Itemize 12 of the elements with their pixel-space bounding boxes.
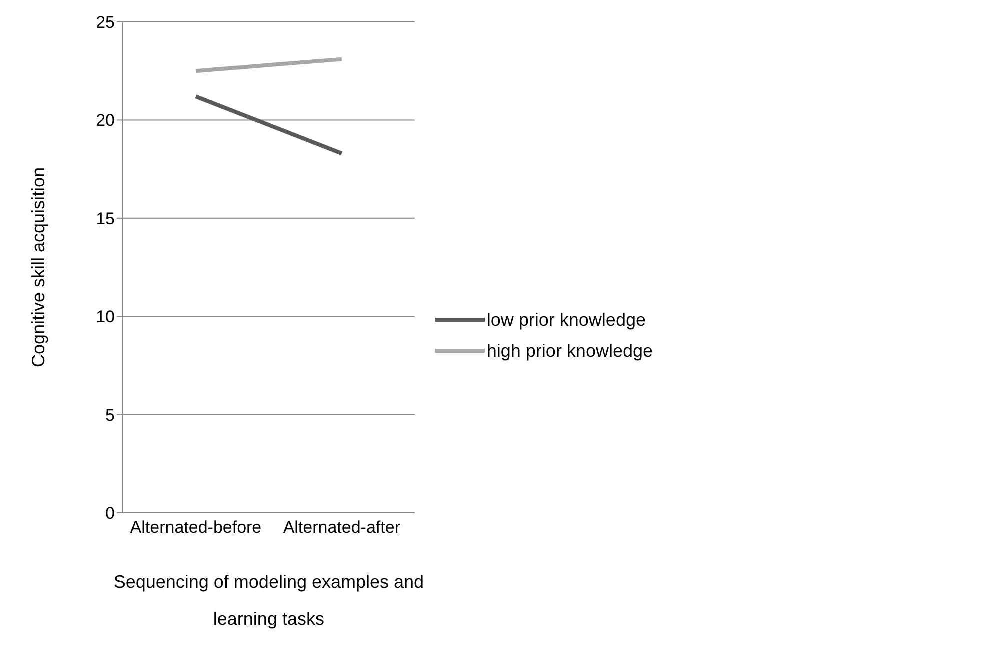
y-tick-label: 5 xyxy=(106,406,115,425)
y-tick-label: 0 xyxy=(106,504,115,524)
y-tick-label: 10 xyxy=(96,308,115,327)
legend-label: high prior knowledge xyxy=(486,340,653,362)
legend-label: low prior knowledge xyxy=(486,310,646,330)
x-tick-label: Alternated-after xyxy=(283,518,401,538)
y-tick-label: 20 xyxy=(96,111,115,130)
x-axis-title: Sequencing of modeling examples and learning tasks xyxy=(114,572,424,629)
x-tick-label: Alternated-before xyxy=(130,518,262,538)
y-tick-label: 25 xyxy=(96,13,115,32)
y-tick-label: 15 xyxy=(96,209,115,228)
y-axis-title: Cognitive skill acquisition xyxy=(28,167,48,368)
